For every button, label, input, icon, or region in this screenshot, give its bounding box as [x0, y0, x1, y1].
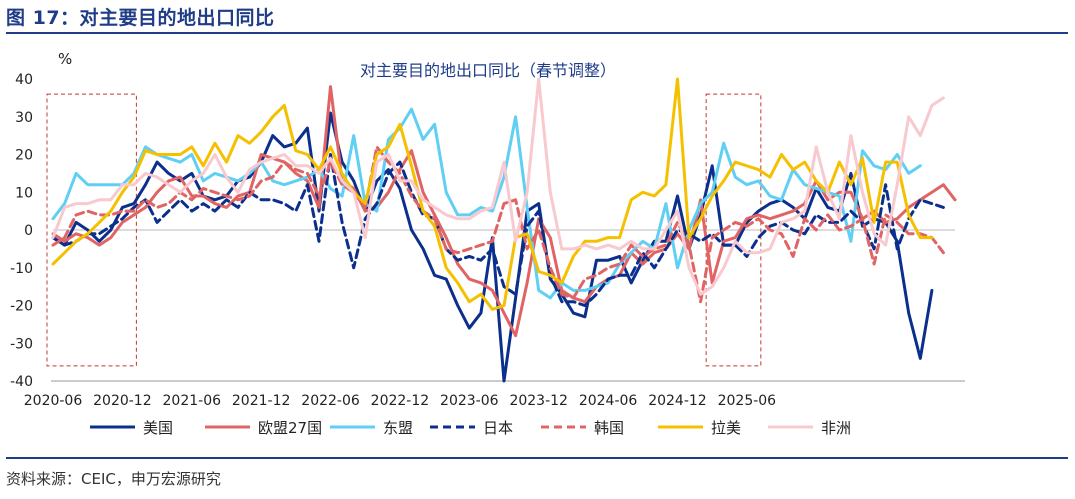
series-line	[51, 77, 945, 296]
x-tick-label: 2024-12	[648, 393, 707, 409]
y-tick-label: 0	[24, 223, 33, 239]
y-tick-label: -40	[10, 374, 33, 390]
legend-label: 非洲	[821, 419, 851, 437]
x-tick-label: 2024-06	[579, 393, 638, 409]
source-note: 资料来源：CEIC，申万宏源研究	[6, 470, 221, 488]
chart-title: 对主要目的地出口同比（春节调整）	[360, 61, 616, 80]
figure-title: 图 17：对主要目的地出口同比	[6, 7, 275, 29]
x-tick-label: 2022-12	[371, 393, 430, 409]
y-tick-label: -20	[10, 299, 33, 315]
x-tick-label: 2023-06	[440, 393, 499, 409]
y-tick-label: 40	[15, 72, 33, 88]
x-tick-label: 2021-06	[163, 393, 222, 409]
y-tick-label: 20	[15, 148, 33, 164]
y-tick-label: -30	[10, 336, 33, 352]
legend-label: 欧盟27国	[258, 419, 322, 437]
y-tick-label: 10	[15, 185, 33, 201]
x-tick-label: 2025-06	[718, 393, 777, 409]
title-rule	[6, 32, 1068, 34]
x-tick-label: 2020-06	[24, 393, 83, 409]
series-line	[51, 153, 945, 307]
x-tick-label: 2020-12	[93, 393, 152, 409]
x-tick-label: 2021-12	[232, 393, 291, 409]
series-line	[51, 77, 934, 311]
highlight-box	[705, 93, 762, 367]
source-rule	[6, 457, 1068, 459]
y-tick-label: 30	[15, 110, 33, 126]
y-axis-unit: %	[58, 50, 72, 68]
legend-label: 韩国	[594, 419, 624, 437]
legend-label: 东盟	[383, 419, 413, 437]
legend-label: 拉美	[711, 419, 741, 437]
legend-label: 日本	[483, 419, 513, 437]
highlight-box	[46, 93, 137, 367]
x-tick-label: 2023-12	[509, 393, 568, 409]
x-tick-label: 2022-06	[301, 393, 360, 409]
legend-label: 美国	[143, 419, 173, 437]
y-tick-label: -10	[10, 261, 33, 277]
series-line	[51, 145, 945, 304]
